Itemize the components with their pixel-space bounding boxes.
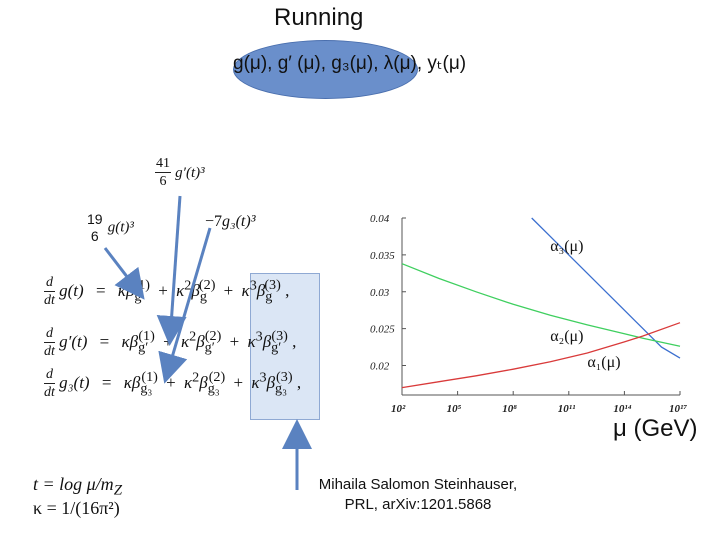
x-tick-label: 10⁵: [447, 403, 462, 415]
gprime-annotation: 41 6 g′(t)³: [155, 157, 205, 189]
beta-subscript: g′: [204, 339, 215, 356]
beta: β: [191, 280, 200, 300]
power: 3: [249, 277, 257, 294]
x-tick-label: 10¹⁴: [613, 403, 631, 415]
beta: β: [199, 372, 208, 392]
beta-subscript: g₃: [140, 380, 153, 397]
order-label: (1): [138, 328, 155, 345]
definition-subscript: Z: [113, 482, 123, 499]
g-term: g(t)³: [107, 219, 134, 236]
x-tick-label: 10¹¹: [558, 403, 576, 415]
y-tick-label: 0.025: [370, 324, 395, 336]
running-couplings-chart: 0.02 0.025 0.03 0.035 0.04 10² 10⁵ 10⁸ 10¹¹ 10¹⁴ 1…: [370, 213, 687, 415]
couplings-label: g(μ), g′ (μ), g₃(μ), λ(μ), yₜ(μ): [233, 53, 467, 74]
x-tick-label: 10¹⁷: [669, 403, 687, 415]
y-tick-label: 0.03: [370, 287, 390, 299]
plus-sign: +: [158, 280, 168, 300]
y-tick-label: 0.035: [370, 250, 395, 262]
citation-authors: Mihaila Salomon Steinhauser,: [318, 476, 518, 493]
y-tick-label: 0.04: [370, 213, 390, 225]
g3-coefficient: −7: [205, 213, 223, 230]
gprime-coefficient: 41 6: [155, 156, 171, 189]
beta: β: [129, 331, 139, 351]
x-tick-label: 10²: [391, 403, 406, 415]
g-coefficient: 19 6: [87, 211, 103, 244]
citation-reference: PRL, arXiv:1201.5868: [344, 496, 492, 514]
gprime-term: g′(t)³: [175, 164, 205, 181]
y-tick-label: 0.02: [370, 361, 390, 373]
equation-gprime: d dt g′(t) = κβg′(1) + κ2βg′(2) + κ3βg′(3…: [44, 327, 296, 359]
kappa: κ: [241, 280, 250, 300]
order-label: (1): [141, 369, 158, 386]
power: 2: [184, 277, 192, 294]
comma: ,: [285, 280, 290, 300]
equals-sign: =: [101, 372, 112, 392]
power: 2: [189, 328, 197, 345]
derivative: d dt: [44, 326, 55, 359]
g3-term: g₃(t)³: [222, 213, 256, 230]
order-label: (2): [198, 277, 216, 294]
series-line-3: [401, 322, 681, 389]
kappa: κ: [183, 372, 193, 392]
power: 3: [259, 369, 267, 386]
kappa: κ: [251, 372, 260, 392]
beta-subscript: g₃: [207, 380, 220, 397]
arrow-g3-to-beta1: [158, 227, 212, 384]
order-label: (3): [276, 369, 293, 386]
chart-axes: 0.02 0.025 0.03 0.035 0.04 10² 10⁵ 10⁸ 10¹¹ 10¹⁴ 1…: [370, 213, 687, 415]
x-axis-label: μ (GeV): [613, 415, 698, 442]
series-label-1: α₃(μ): [550, 238, 583, 255]
kappa: κ: [247, 331, 256, 351]
equation-lhs: g′(t): [59, 331, 88, 351]
beta-subscript: g: [265, 288, 273, 305]
arrow-g-to-beta1: [103, 247, 145, 300]
x-tick-label: 10⁸: [502, 403, 517, 415]
beta-subscript: g′: [271, 339, 282, 356]
series-label-3: α₁(μ): [587, 354, 620, 371]
derivative: d dt: [44, 275, 55, 308]
series-line-2: [401, 263, 681, 347]
couplings-ellipse: [233, 40, 418, 99]
equation-lhs: g(t): [59, 280, 84, 300]
plus-sign: +: [233, 372, 244, 392]
beta: β: [196, 331, 205, 351]
order-label: (2): [204, 328, 222, 345]
beta: β: [266, 372, 276, 392]
plus-sign: +: [223, 280, 234, 300]
g3-annotation: −7g₃(t)³: [205, 213, 256, 231]
comma: ,: [296, 372, 302, 392]
order-label: (2): [208, 369, 226, 386]
power: 3: [255, 328, 263, 345]
arrow-gprime-to-beta1: [156, 195, 187, 346]
comma: ,: [292, 331, 297, 351]
kappa: κ: [176, 280, 185, 300]
power: 2: [192, 369, 200, 386]
equals-sign: =: [99, 331, 110, 351]
beta: β: [262, 331, 272, 351]
derivative: d dt: [44, 367, 55, 400]
kappa: κ: [123, 372, 132, 392]
kappa: κ: [121, 331, 130, 351]
citation: Mihaila Salomon Steinhauser, PRL, arXiv:…: [300, 475, 536, 516]
beta: β: [131, 372, 141, 392]
g-annotation: 19 6 g(t)³: [86, 212, 134, 243]
beta-subscript: g₃: [275, 380, 288, 397]
definition-t: t = log μ/mZ: [33, 474, 123, 499]
chart-series: [401, 217, 681, 389]
series-label-2: α₂(μ): [550, 328, 583, 345]
page-title: Running: [274, 4, 364, 31]
order-label: (3): [264, 277, 281, 294]
three-loop-highlight-box: [250, 273, 320, 420]
equals-sign: =: [95, 280, 106, 300]
plus-sign: +: [229, 331, 240, 351]
beta-subscript: g′: [138, 339, 149, 356]
definition-kappa: κ = 1/(16π²): [33, 498, 120, 518]
chart-labels: α₃(μ) α₂(μ)α₁(μ): [550, 238, 620, 371]
beta-subscript: g: [199, 288, 207, 305]
order-label: (3): [271, 328, 288, 345]
beta: β: [256, 280, 266, 300]
equation-lhs: g₃(t): [59, 372, 90, 392]
